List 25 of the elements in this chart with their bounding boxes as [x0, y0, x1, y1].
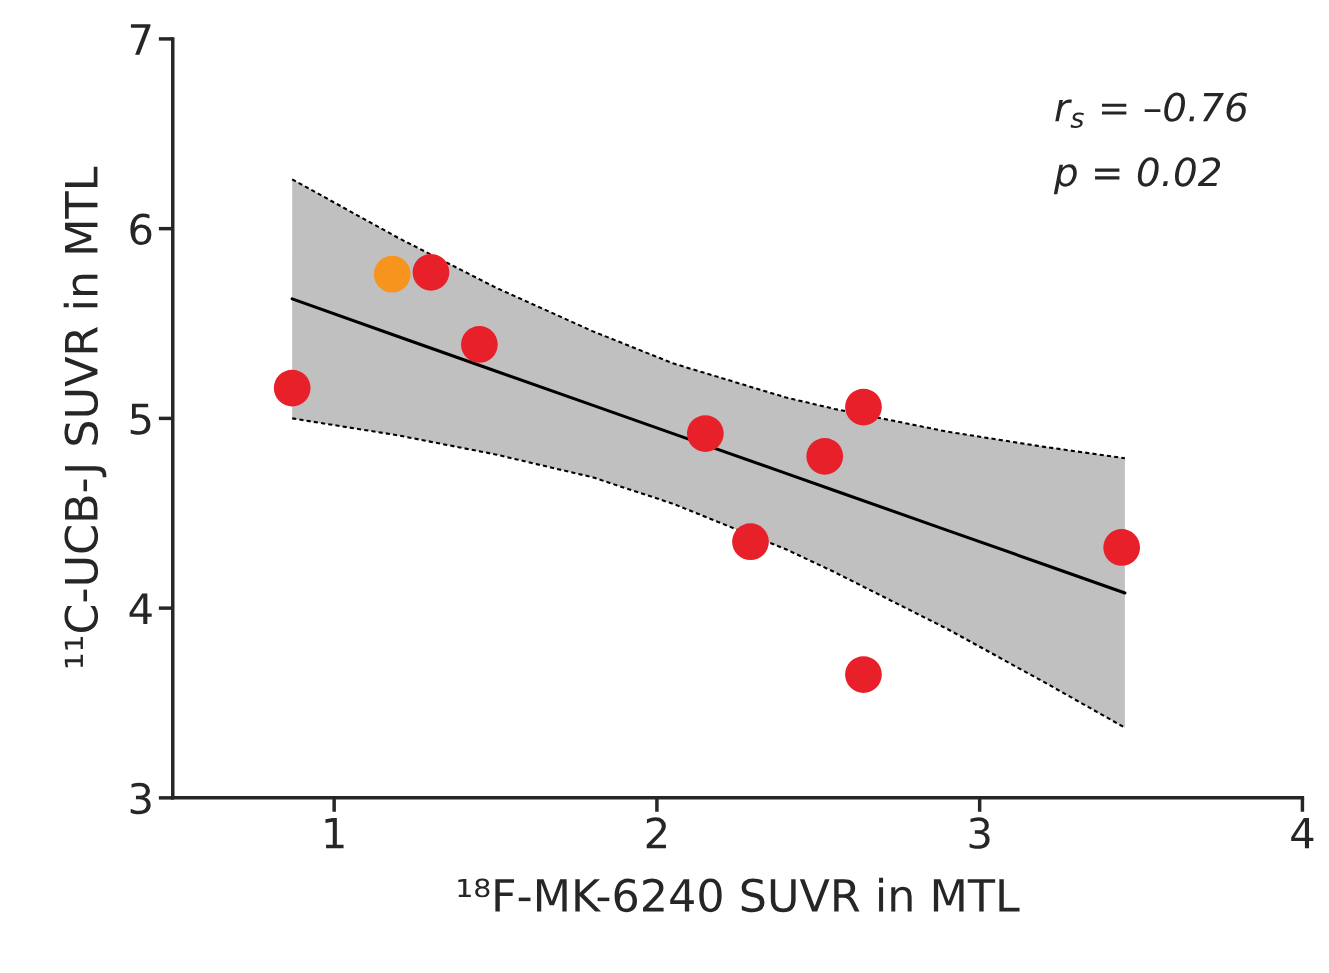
y-tick-label: 3 [130, 782, 151, 815]
y-tick-label: 4 [129, 593, 152, 624]
x-tick-label: 1 [325, 817, 344, 849]
line-series [291, 417, 1126, 729]
point [845, 388, 882, 426]
point [845, 656, 882, 693]
point [373, 255, 411, 293]
point [412, 253, 450, 291]
annotation: p = 0.02 [1053, 157, 1221, 195]
x-tick-label: 4 [1291, 817, 1314, 849]
point [686, 415, 724, 452]
y-axis-title: ¹¹C-UCB-J SUVR in MTL [63, 166, 107, 668]
point [732, 523, 769, 561]
annotation: r$_{s}$ = –0.76 [1055, 92, 1248, 129]
x-tick-label: 3 [969, 817, 990, 849]
point [1103, 529, 1141, 566]
point [461, 326, 498, 363]
x-axis-title: ¹⁸F-MK-6240 SUVR in MTL [458, 877, 1020, 913]
y-tick-label: 7 [130, 24, 151, 55]
line-series [290, 297, 1127, 595]
point [273, 369, 311, 407]
x-tick-label: 2 [646, 817, 666, 849]
y-tick-label: 6 [130, 213, 152, 246]
y-tick-label: 5 [130, 403, 151, 435]
point [806, 437, 844, 475]
